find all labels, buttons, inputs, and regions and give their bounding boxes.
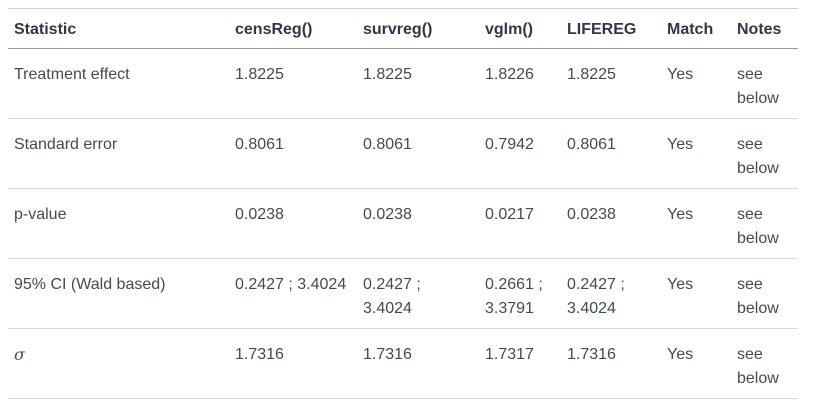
- match-cell: Yes: [667, 328, 737, 399]
- notes-cell: see below: [737, 258, 798, 329]
- table-row-p-value: p-value 0.0238 0.0238 0.0217 0.0238 Yes …: [8, 188, 798, 259]
- table-cell: 0.0217: [485, 188, 567, 259]
- table-cell: 0.2427 ; 3.4024: [235, 258, 363, 329]
- row-label: 95% CI (Wald based): [8, 258, 235, 329]
- table-cell: 0.7942: [485, 118, 567, 189]
- table-cell: 1.8225: [363, 48, 485, 119]
- table-cell: 0.2661 ; 3.3791: [485, 258, 567, 329]
- table-cell: 1.8226: [485, 48, 567, 119]
- table-cell: 1.7316: [363, 328, 485, 399]
- row-label: Treatment effect: [8, 48, 235, 119]
- match-cell: Yes: [667, 118, 737, 189]
- table-row-standard-error: Standard error 0.8061 0.8061 0.7942 0.80…: [8, 118, 798, 189]
- row-label-sigma: σ: [8, 328, 235, 399]
- table-cell: 1.8225: [567, 48, 667, 119]
- table-cell: 0.0238: [567, 188, 667, 259]
- match-cell: Yes: [667, 258, 737, 329]
- header-row: Statistic censReg() survreg() vglm() LIF…: [8, 8, 798, 49]
- table-cell: 0.2427 ; 3.4024: [567, 258, 667, 329]
- notes-cell: see below: [737, 118, 798, 189]
- notes-cell: see below: [737, 48, 798, 119]
- table-header: Statistic censReg() survreg() vglm() LIF…: [8, 8, 798, 49]
- notes-cell: see below: [737, 328, 798, 399]
- table-cell: 0.0238: [363, 188, 485, 259]
- table-cell: 1.7317: [485, 328, 567, 399]
- column-header-censreg: censReg(): [235, 8, 363, 49]
- column-header-survreg: survreg(): [363, 8, 485, 49]
- comparison-table: Statistic censReg() survreg() vglm() LIF…: [8, 8, 798, 399]
- table-cell: 0.0238: [235, 188, 363, 259]
- column-header-notes: Notes: [737, 8, 798, 49]
- match-cell: Yes: [667, 48, 737, 119]
- row-label: p-value: [8, 188, 235, 259]
- notes-cell: see below: [737, 188, 798, 259]
- table-cell: 1.7316: [235, 328, 363, 399]
- column-header-match: Match: [667, 8, 737, 49]
- match-cell: Yes: [667, 188, 737, 259]
- column-header-statistic: Statistic: [8, 8, 235, 49]
- table-cell: 0.8061: [567, 118, 667, 189]
- table-cell: 1.8225: [235, 48, 363, 119]
- table-row-treatment-effect: Treatment effect 1.8225 1.8225 1.8226 1.…: [8, 48, 798, 119]
- row-label: Standard error: [8, 118, 235, 189]
- table-row-95-ci: 95% CI (Wald based) 0.2427 ; 3.4024 0.24…: [8, 258, 798, 329]
- table-row-sigma: σ 1.7316 1.7316 1.7317 1.7316 Yes see be…: [8, 328, 798, 399]
- column-header-lifereg: LIFEREG: [567, 8, 667, 49]
- table-cell: 0.8061: [235, 118, 363, 189]
- table-cell: 1.7316: [567, 328, 667, 399]
- table-cell: 0.8061: [363, 118, 485, 189]
- table-cell: 0.2427 ; 3.4024: [363, 258, 485, 329]
- column-header-vglm: vglm(): [485, 8, 567, 49]
- table-body: Treatment effect 1.8225 1.8225 1.8226 1.…: [8, 48, 798, 399]
